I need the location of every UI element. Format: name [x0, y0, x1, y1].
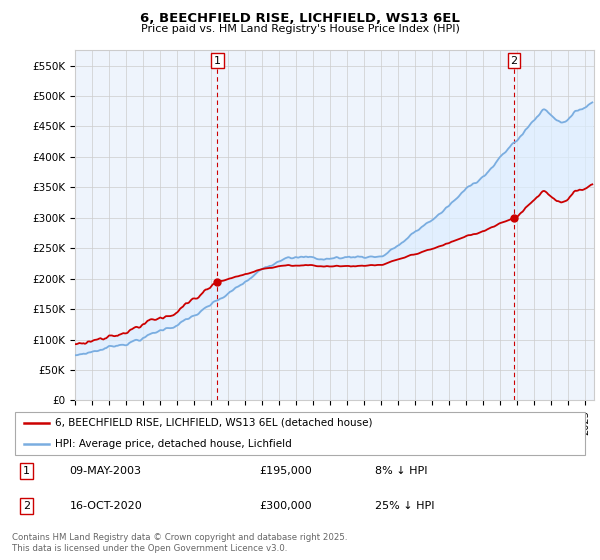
Text: 8% ↓ HPI: 8% ↓ HPI	[375, 466, 427, 476]
Text: 16-OCT-2020: 16-OCT-2020	[70, 501, 142, 511]
Text: 09-MAY-2003: 09-MAY-2003	[70, 466, 142, 476]
FancyBboxPatch shape	[15, 412, 585, 455]
Text: 1: 1	[23, 466, 30, 476]
Text: HPI: Average price, detached house, Lichfield: HPI: Average price, detached house, Lich…	[55, 439, 292, 449]
Text: 6, BEECHFIELD RISE, LICHFIELD, WS13 6EL: 6, BEECHFIELD RISE, LICHFIELD, WS13 6EL	[140, 12, 460, 25]
Text: 2: 2	[23, 501, 30, 511]
Text: £300,000: £300,000	[260, 501, 313, 511]
Text: £195,000: £195,000	[260, 466, 313, 476]
Text: 1: 1	[214, 55, 221, 66]
Text: 6, BEECHFIELD RISE, LICHFIELD, WS13 6EL (detached house): 6, BEECHFIELD RISE, LICHFIELD, WS13 6EL …	[55, 418, 373, 428]
Text: 25% ↓ HPI: 25% ↓ HPI	[375, 501, 434, 511]
Text: Price paid vs. HM Land Registry's House Price Index (HPI): Price paid vs. HM Land Registry's House …	[140, 24, 460, 34]
Text: 2: 2	[510, 55, 517, 66]
Text: Contains HM Land Registry data © Crown copyright and database right 2025.
This d: Contains HM Land Registry data © Crown c…	[12, 533, 347, 553]
